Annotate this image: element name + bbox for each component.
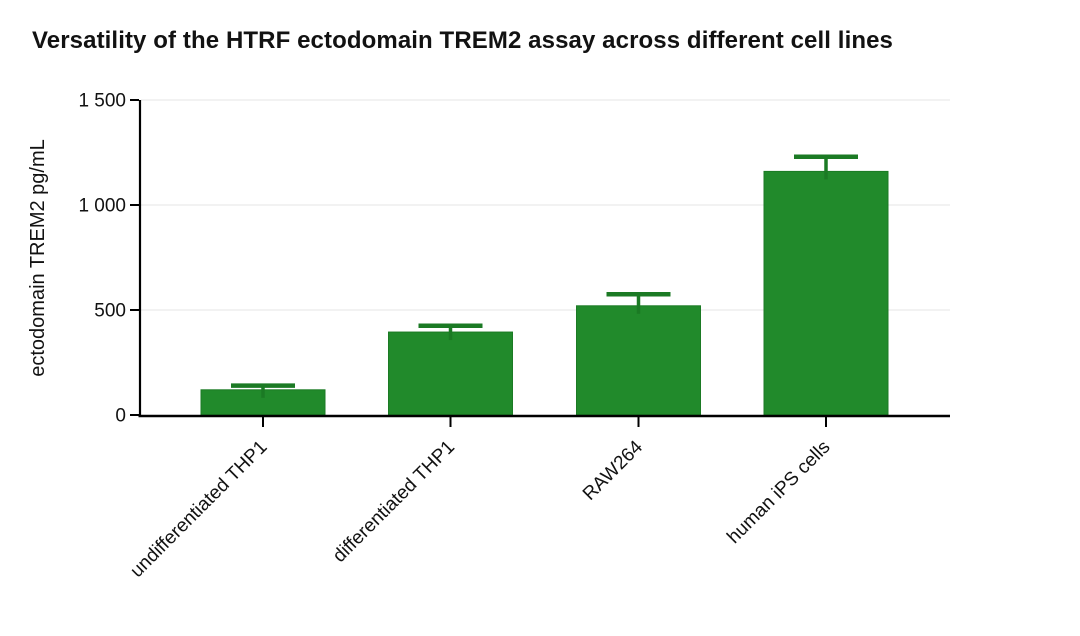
bar-human-ips-cells [763,170,889,416]
y-tick-label-1000: 1 000 [78,196,126,217]
x-tick-label-human-ips-cells: human iPS cells [723,437,834,548]
y-tick-label-0: 0 [115,406,126,427]
x-tick-label-raw264: RAW264 [579,436,647,504]
x-tick-label-differentiated-thp1: differentiated THP1 [329,437,459,567]
y-tick-label-1500: 1 500 [78,91,126,112]
y-axis-title: ectodomain TREM2 pg/mL [27,139,49,377]
bar-raw264 [576,305,701,416]
chart-title: Versatility of the HTRF ectodomain TREM2… [32,27,893,54]
bar-differentiated-thp1 [388,331,513,416]
y-tick-label-500: 500 [94,301,126,322]
x-tick-label-undifferentiated-thp1: undifferentiated THP1 [126,437,271,582]
